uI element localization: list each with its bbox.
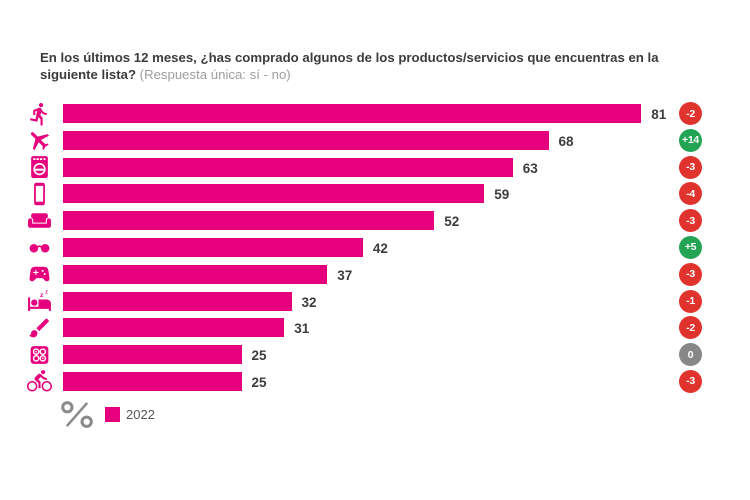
delta-badge: -2 (679, 316, 702, 340)
chart-row-bicycle: 25 -3 (0, 369, 750, 393)
bar-washing-machine (63, 157, 513, 177)
bar-value: 37 (337, 267, 353, 283)
bicycle-icon (23, 368, 55, 395)
bar-value: 32 (301, 294, 317, 310)
delta-badge: -3 (679, 262, 702, 286)
chart-question: En los últimos 12 meses, ¿has comprado a… (40, 50, 712, 83)
chart-row-game-controller: 37 -3 (0, 262, 750, 286)
bar-value: 25 (251, 374, 267, 390)
chart-row-airplane: 68 +14 (0, 128, 750, 152)
chart-row-washing-machine: 63 -3 (0, 155, 750, 179)
bar-cooktop (63, 345, 242, 365)
bar-value: 31 (294, 321, 310, 337)
chart-row-glasses: 42 +5 (0, 235, 750, 259)
legend-swatch-2022 (105, 406, 120, 422)
chart-row-running-person: 81 -2 (0, 102, 750, 125)
delta-badge: +5 (679, 235, 702, 259)
running-person-icon (23, 100, 55, 127)
bar-value: 59 (494, 187, 510, 203)
delta-badge: -4 (679, 182, 702, 206)
delta-badge: 0 (679, 343, 702, 367)
game-controller-icon (23, 261, 55, 288)
washing-machine-icon (23, 154, 55, 181)
bar-value: 68 (558, 133, 574, 149)
question-text: En los últimos 12 meses, ¿has comprado a… (40, 50, 659, 82)
bar-rows: 81 -2 68 +14 63 -3 59 -4 52 -3 42 +5 37 -3 z z 32 -1 31 -2 2… (0, 102, 750, 399)
bar-value: 25 (251, 348, 267, 364)
delta-badge: +14 (679, 128, 702, 152)
bar-airplane (63, 130, 549, 150)
question-note: (Respuesta única: sí - no) (139, 66, 291, 82)
bar-smartphone (63, 184, 485, 204)
chart-legend: 2022 (60, 398, 155, 430)
legend-label-2022: 2022 (126, 406, 155, 422)
bar-bed (63, 291, 292, 311)
bar-paintbrush (63, 318, 285, 338)
delta-badge: -3 (679, 209, 702, 233)
chart-row-smartphone: 59 -4 (0, 182, 750, 206)
chart-row-bed: z z 32 -1 (0, 289, 750, 313)
airplane-icon (23, 127, 55, 154)
percent-icon (61, 400, 93, 428)
paintbrush-icon (23, 314, 55, 341)
smartphone-icon (23, 180, 55, 207)
glasses-icon (23, 234, 55, 261)
bar-running-person (63, 104, 642, 123)
bar-value: 63 (522, 160, 538, 176)
cooktop-icon (23, 341, 55, 368)
bar-value: 42 (372, 240, 388, 256)
bar-bicycle (63, 371, 242, 391)
bar-glasses (63, 237, 363, 257)
delta-badge: -1 (679, 289, 702, 313)
sofa-icon (23, 207, 55, 234)
delta-badge: -3 (679, 155, 702, 179)
bar-value: 81 (651, 107, 667, 122)
delta-badge: -3 (679, 369, 702, 393)
bar-game-controller (63, 264, 328, 284)
bar-value: 52 (444, 214, 460, 230)
chart-row-paintbrush: 31 -2 (0, 316, 750, 340)
delta-badge: -2 (679, 102, 702, 125)
chart-row-cooktop: 25 0 (0, 343, 750, 367)
svg-text:z: z (45, 290, 48, 296)
svg-text:z: z (40, 292, 44, 299)
bar-sofa (63, 211, 435, 231)
chart-row-sofa: 52 -3 (0, 209, 750, 233)
